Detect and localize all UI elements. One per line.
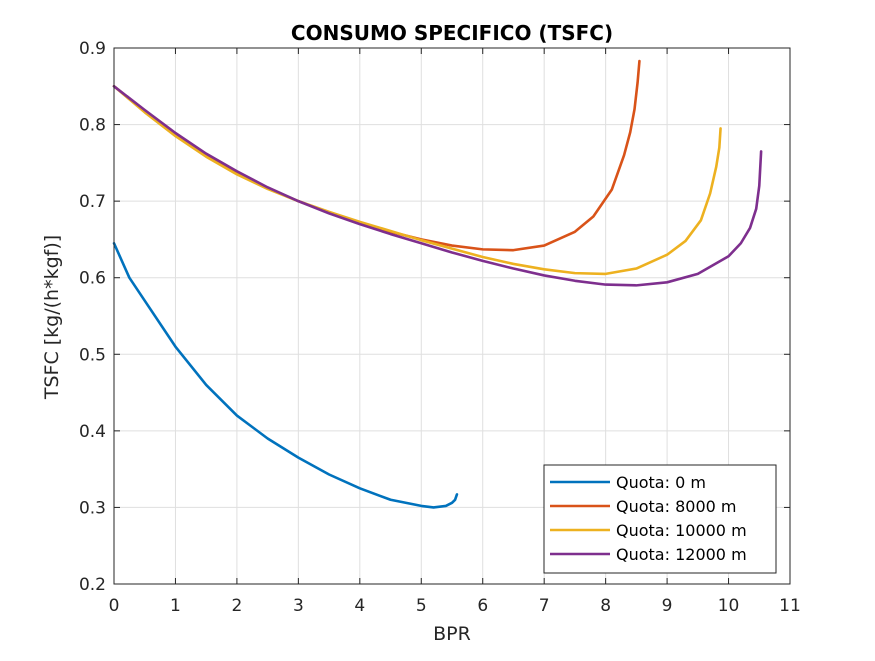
axes-layer: 0 1 2 3 4 5 6 7 8 9 10 11 0.2 0.3 0.4 0.5 0.6 0.7 0.8 0.9 <box>79 39 801 616</box>
series-line-1 <box>112 241 459 509</box>
y-tick-label: 0.2 <box>79 575 106 595</box>
x-tick-label: 10 <box>718 596 740 616</box>
series-line-3 <box>112 84 722 276</box>
y-tick-label: 0.5 <box>79 345 106 365</box>
x-tick-label: 9 <box>662 596 673 616</box>
legend-label-3: Quota: 10000 m <box>616 521 747 540</box>
x-tick-label: 2 <box>231 596 242 616</box>
legend-label-1: Quota: 0 m <box>616 473 706 492</box>
x-tick-label: 1 <box>170 596 181 616</box>
x-tick-label: 5 <box>416 596 427 616</box>
legend-label-4: Quota: 12000 m <box>616 545 747 564</box>
series-layer <box>112 59 763 509</box>
y-tick-label: 0.3 <box>79 498 106 518</box>
x-tick-label: 8 <box>600 596 611 616</box>
x-tick-label: 7 <box>539 596 550 616</box>
y-tick-label: 0.8 <box>79 116 106 136</box>
axes-box <box>113 47 791 585</box>
x-tick-label: 0 <box>109 596 120 616</box>
legend: Quota: 0 m Quota: 8000 m Quota: 10000 m Quo… <box>543 464 777 574</box>
x-tick-label: 3 <box>293 596 304 616</box>
y-axis-label: TSFC [kg/(h*kgf)] <box>41 235 63 400</box>
y-tick-label: 0.4 <box>79 422 106 442</box>
series-line-2 <box>112 59 641 252</box>
x-axis-label: BPR <box>433 623 471 645</box>
x-tick-label: 11 <box>779 596 801 616</box>
x-tick-label: 4 <box>354 596 365 616</box>
legend-label-2: Quota: 8000 m <box>616 497 736 516</box>
chart-title: CONSUMO SPECIFICO (TSFC) <box>291 21 613 45</box>
y-tick-label: 0.6 <box>79 269 106 289</box>
y-tick-label: 0.7 <box>79 192 106 212</box>
x-tick-label: 6 <box>477 596 488 616</box>
y-tick-label: 0.9 <box>79 39 106 59</box>
series-line-4 <box>112 84 763 287</box>
